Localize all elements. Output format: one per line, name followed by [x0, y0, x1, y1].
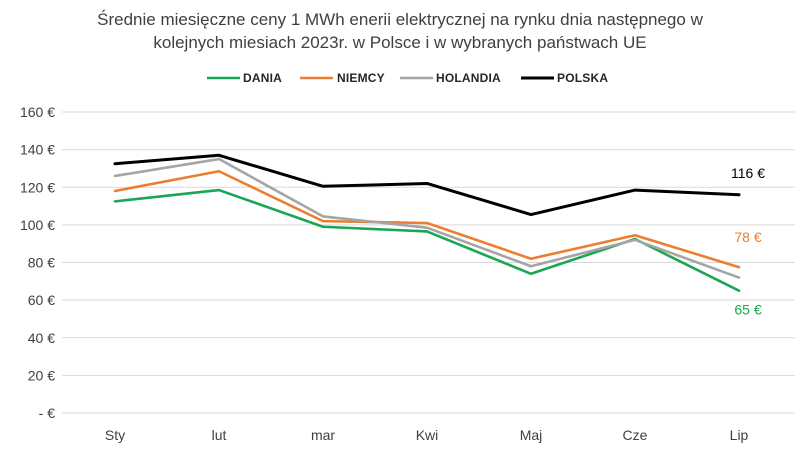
legend: DANIA NIEMCY HOLANDIA POLSKA: [207, 71, 608, 85]
y-tick-label: 100 €: [20, 217, 55, 233]
y-tick-label: 160 €: [20, 104, 55, 120]
y-tick-label: 40 €: [28, 330, 55, 346]
x-tick-label: Kwi: [416, 427, 439, 443]
y-tick-label: - €: [39, 405, 56, 421]
legend-label-polska: POLSKA: [557, 71, 608, 85]
x-tick-label: Lip: [730, 427, 749, 443]
chart-title: Średnie miesięczne ceny 1 MWh enerii ele…: [0, 8, 800, 54]
y-tick-label: 120 €: [20, 179, 55, 195]
x-tick-label: Maj: [520, 427, 543, 443]
end-labels: 65 € 78 € 116 €: [731, 165, 765, 318]
x-tick-label: Sty: [105, 427, 125, 443]
y-axis: - € 20 € 40 € 60 € 80 € 100 € 120 € 140 € 160 €: [20, 104, 55, 421]
legend-label-holandia: HOLANDIA: [436, 71, 501, 85]
end-label-niemcy: 78 €: [734, 229, 761, 245]
series-lines: [113, 153, 741, 293]
x-tick-label: Cze: [623, 427, 648, 443]
legend-label-niemcy: NIEMCY: [337, 71, 385, 85]
y-tick-label: 60 €: [28, 292, 55, 308]
y-tick-label: 80 €: [28, 255, 55, 271]
chart-title-line-1: Średnie miesięczne ceny 1 MWh enerii ele…: [97, 10, 703, 29]
y-tick-label: 140 €: [20, 142, 55, 158]
series-line-dania: [113, 188, 741, 293]
chart-title-line-2: kolejnych miesiach 2023r. w Polsce i w w…: [153, 33, 647, 52]
series-line-holandia: [113, 157, 741, 279]
x-tick-label: lut: [212, 427, 227, 443]
end-label-dania: 65 €: [734, 302, 761, 318]
end-label-polska: 116 €: [731, 165, 765, 181]
series-line-niemcy: [113, 169, 741, 269]
x-tick-label: mar: [311, 427, 335, 443]
legend-label-dania: DANIA: [243, 71, 282, 85]
y-tick-label: 20 €: [28, 367, 55, 383]
series-line-polska: [113, 153, 741, 217]
x-axis: Sty lut mar Kwi Maj Cze Lip: [105, 427, 749, 443]
